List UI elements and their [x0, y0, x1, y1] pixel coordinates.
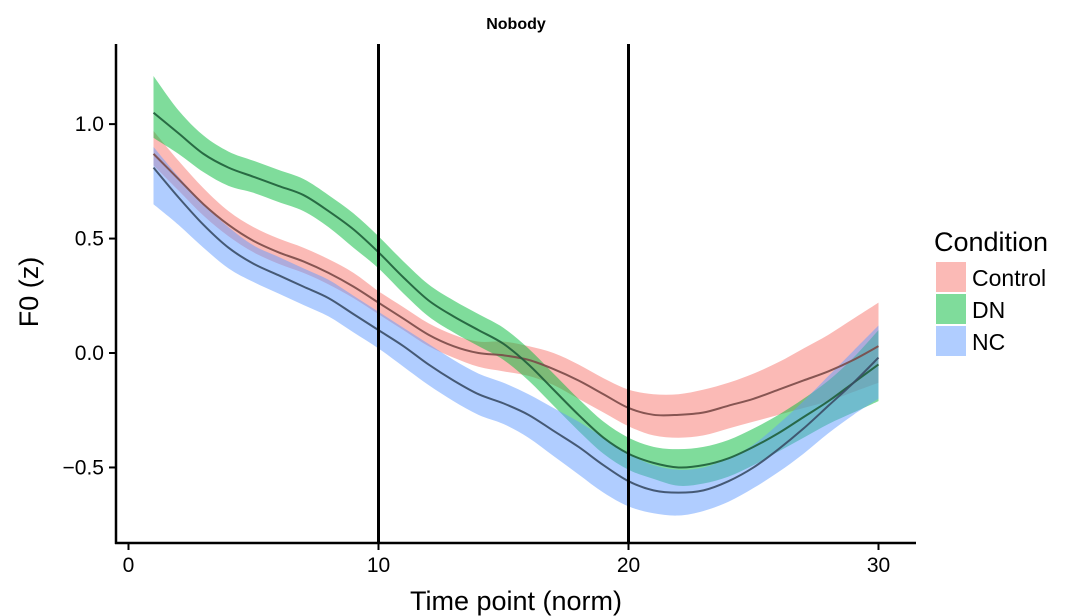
- legend-label: DN: [972, 297, 1005, 323]
- series-lines: [152, 111, 880, 494]
- y-tick-label: 0.5: [75, 228, 104, 251]
- x-axis-ticks: 0 10 20 30: [123, 543, 890, 577]
- legend-item-dn: DN: [936, 294, 1005, 324]
- x-tick-label: 10: [367, 554, 390, 577]
- chart-title: Nobody: [486, 16, 546, 33]
- legend-label: NC: [972, 329, 1005, 355]
- y-tick-label: 0.0: [75, 342, 104, 365]
- legend-item-control: Control: [936, 262, 1046, 292]
- legend-label: Control: [972, 265, 1046, 291]
- y-tick-label: −0.5: [63, 456, 104, 479]
- line-control: [152, 153, 879, 417]
- legend: Condition Control DN NC: [934, 227, 1048, 356]
- line-dn: [152, 111, 880, 469]
- x-axis-label: Time point (norm): [410, 586, 622, 616]
- legend-swatch: [936, 262, 966, 292]
- x-tick-label: 0: [123, 554, 135, 577]
- y-tick-label: 1.0: [75, 113, 104, 136]
- legend-title: Condition: [934, 227, 1048, 257]
- ribbon-nc: [153, 147, 879, 516]
- x-tick-label: 30: [867, 554, 890, 577]
- confidence-ribbons: [153, 76, 879, 516]
- legend-item-nc: NC: [936, 326, 1005, 356]
- line-nc: [152, 166, 880, 494]
- reference-lines: [377, 44, 630, 543]
- y-axis-ticks: −0.5 0.0 0.5 1.0: [63, 113, 116, 479]
- x-tick-label: 20: [617, 554, 640, 577]
- legend-items: Control DN NC: [936, 262, 1046, 356]
- legend-swatch: [936, 326, 966, 356]
- y-axis-label: F0 (z): [14, 257, 44, 328]
- legend-swatch: [936, 294, 966, 324]
- plot-area: [152, 44, 880, 543]
